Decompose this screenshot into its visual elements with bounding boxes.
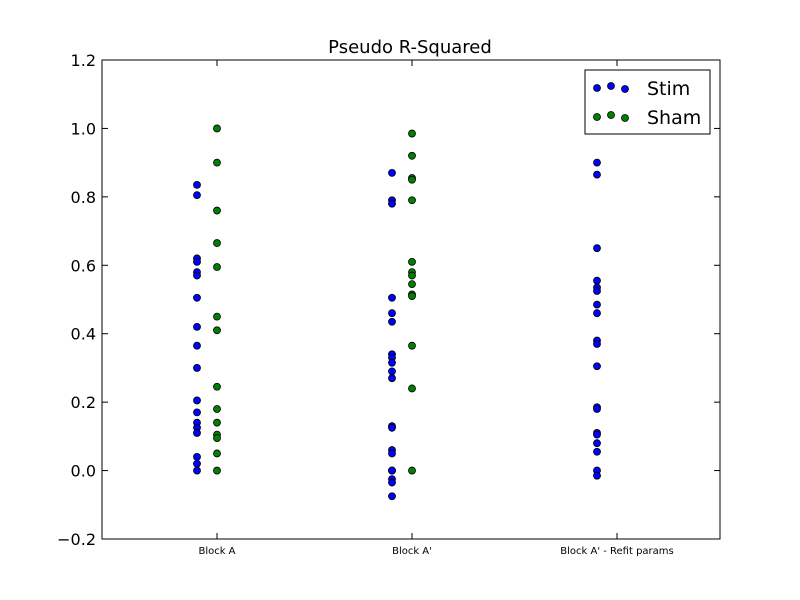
data-point-sham-1-12 (408, 384, 416, 393)
data-point-stim-1-9 (388, 367, 396, 376)
data-point-stim-0-7 (193, 322, 201, 331)
data-point-stim-0-0 (193, 180, 201, 189)
data-point-stim-1-5 (388, 317, 396, 326)
data-point-stim-2-0 (593, 158, 601, 167)
legend-marker-sham-0 (593, 113, 601, 121)
data-point-sham-1-13 (408, 466, 416, 475)
legend-marker-stim-2 (621, 85, 629, 93)
xtick-label-1: Block A' (392, 546, 432, 557)
data-point-stim-0-8 (193, 341, 201, 350)
data-point-stim-1-0 (388, 169, 396, 177)
xtick-label-0: Block A (198, 546, 235, 557)
data-point-stim-1-4 (388, 309, 396, 318)
data-point-stim-1-12 (388, 423, 396, 432)
data-point-stim-2-1 (593, 170, 601, 179)
legend-label-sham: Sham (647, 107, 701, 129)
ytick-label-0: −0.2 (57, 530, 96, 549)
data-point-stim-0-10 (193, 396, 201, 405)
legend-marker-sham-1 (607, 111, 615, 119)
data-point-stim-1-16 (388, 466, 396, 475)
legend-label-stim: Stim (647, 78, 690, 100)
data-point-sham-0-4 (213, 263, 221, 271)
data-point-stim-2-14 (593, 430, 601, 439)
legend-marker-stim-1 (607, 82, 615, 90)
data-point-stim-0-1 (193, 191, 201, 200)
ytick-label-2: 0.2 (71, 393, 96, 412)
data-point-sham-1-8 (408, 280, 416, 289)
data-point-stim-0-9 (193, 364, 201, 372)
data-point-sham-0-12 (213, 449, 221, 458)
ytick-label-3: 0.4 (71, 325, 96, 344)
data-point-sham-1-5 (408, 257, 416, 266)
ytick-label-6: 1.0 (71, 119, 96, 138)
data-point-sham-0-3 (213, 239, 221, 247)
data-point-sham-0-7 (213, 382, 221, 391)
legend-marker-stim-0 (593, 84, 601, 92)
data-point-stim-2-12 (593, 405, 601, 413)
data-point-stim-1-14 (388, 449, 396, 458)
legend: Stim Sham (584, 69, 711, 135)
data-point-stim-1-3 (388, 293, 396, 302)
data-point-sham-0-2 (213, 206, 221, 215)
data-point-stim-1-8 (388, 358, 396, 367)
data-point-stim-0-16 (193, 459, 201, 468)
chart-title: Pseudo R-Squared (328, 37, 492, 58)
axes-layer: −0.2 0.0 0.2 0.4 0.6 0.8 1.0 1.2 Block A Block A'… (57, 51, 720, 557)
data-point-stim-2-7 (593, 309, 601, 318)
xtick-label-2: Block A' - Refit params (560, 546, 674, 557)
data-point-stim-2-5 (593, 287, 601, 295)
points-layer (193, 124, 601, 501)
data-point-sham-0-11 (213, 434, 221, 442)
data-point-sham-0-1 (213, 158, 221, 167)
data-point-stim-2-9 (593, 340, 601, 348)
legend-box (584, 69, 711, 135)
ytick-label-4: 0.6 (71, 256, 96, 275)
data-point-sham-0-0 (213, 124, 221, 133)
data-point-sham-1-7 (408, 271, 416, 280)
data-point-stim-2-18 (593, 471, 601, 480)
data-point-stim-0-6 (193, 293, 201, 302)
data-point-sham-0-13 (213, 466, 221, 475)
data-point-stim-0-14 (193, 429, 201, 437)
data-point-stim-0-17 (193, 466, 201, 475)
data-point-sham-1-0 (408, 129, 416, 138)
data-point-stim-1-18 (388, 478, 396, 487)
data-point-sham-0-5 (213, 312, 221, 321)
data-point-stim-2-15 (593, 439, 601, 448)
legend-marker-sham-2 (621, 114, 629, 122)
data-point-sham-1-3 (408, 175, 416, 184)
data-point-stim-2-16 (593, 447, 601, 456)
data-point-stim-2-2 (593, 244, 601, 253)
data-point-stim-2-3 (593, 276, 601, 285)
data-point-stim-2-10 (593, 362, 601, 371)
data-point-sham-1-10 (408, 292, 416, 300)
data-point-stim-0-15 (193, 452, 201, 461)
data-point-stim-1-2 (388, 199, 396, 208)
ytick-label-7: 1.2 (71, 51, 96, 70)
data-point-sham-0-8 (213, 405, 221, 413)
ytick-label-1: 0.0 (71, 462, 96, 481)
data-point-sham-0-6 (213, 326, 221, 335)
data-point-sham-1-1 (408, 151, 416, 160)
data-point-sham-1-4 (408, 196, 416, 205)
data-point-stim-1-10 (388, 374, 396, 383)
data-point-stim-0-5 (193, 271, 201, 280)
data-point-stim-1-19 (388, 492, 396, 501)
data-point-sham-0-9 (213, 418, 221, 427)
data-point-stim-0-11 (193, 408, 201, 417)
data-point-sham-1-11 (408, 341, 416, 350)
data-point-stim-0-3 (193, 257, 201, 266)
ytick-label-5: 0.8 (71, 188, 96, 207)
data-point-stim-2-6 (593, 300, 601, 309)
plot-frame (101, 59, 721, 540)
